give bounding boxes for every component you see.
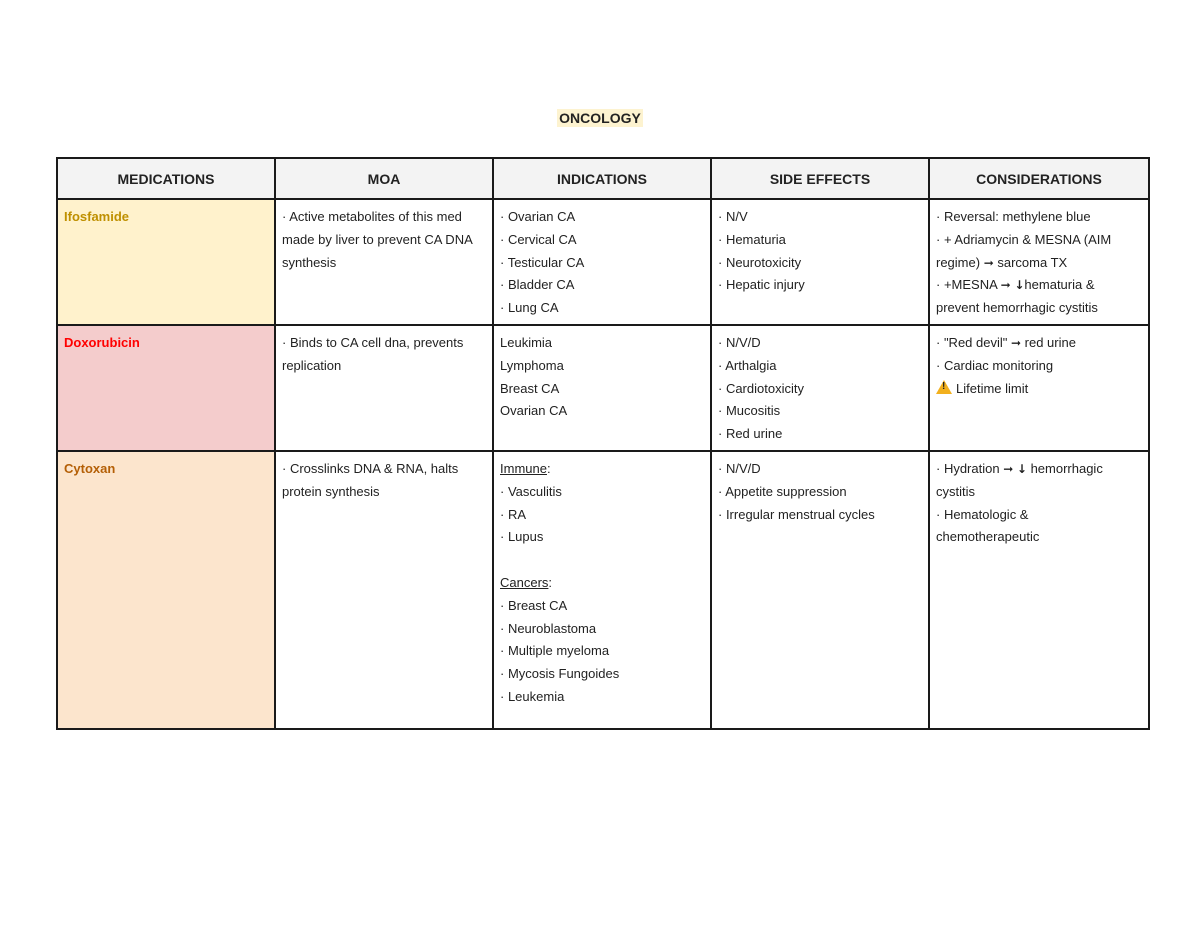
heading-colon: : xyxy=(546,460,551,476)
indication-item: · Vasculitis xyxy=(500,483,562,499)
indication-item: · Multiple myeloma xyxy=(500,643,610,659)
page-title: ONCOLOGY xyxy=(0,109,1200,127)
consideration-item: · Cardiac monitoring xyxy=(936,357,1054,373)
side-effect-item: · Mucositis xyxy=(718,403,781,419)
consideration-text: hemorrhagic xyxy=(1026,460,1103,476)
table-row-doxorubicin: Doxorubicin · Binds to CA cell dna, prev… xyxy=(56,323,1150,452)
side-effect-item: · Hematuria xyxy=(718,231,786,247)
indication-item: · Cervical CA xyxy=(500,231,577,247)
right-arrow-icon: ➞ xyxy=(1000,278,1011,293)
side-effect-item: · Irregular menstrual cycles xyxy=(718,506,875,522)
medication-cell-cytoxan: Cytoxan xyxy=(56,449,276,730)
consideration-item-continued: regime) ➞ sarcoma TX xyxy=(936,252,1142,275)
indication-item: · Leukemia xyxy=(500,688,565,704)
considerations-cell: · "Red devil" ➞ red urine · Cardiac moni… xyxy=(928,323,1150,452)
consideration-text: red urine xyxy=(1021,334,1076,350)
side-effects-cell: · N/V · Hematuria · Neurotoxicity · Hepa… xyxy=(710,198,930,326)
page-title-text: ONCOLOGY xyxy=(557,109,643,127)
consideration-item: · "Red devil" ➞ red urine xyxy=(936,332,1142,355)
header-side-effects: SIDE EFFECTS xyxy=(710,157,930,200)
header-medications: MEDICATIONS xyxy=(56,157,276,200)
moa-text: · Active metabolites of this med made by… xyxy=(282,209,473,270)
consideration-text: · "Red devil" xyxy=(936,334,1011,350)
side-effect-item: · Hepatic injury xyxy=(718,277,805,293)
header-indications: INDICATIONS xyxy=(492,157,712,200)
table-header-row: MEDICATIONS MOA INDICATIONS SIDE EFFECTS… xyxy=(56,157,1150,200)
down-arrow-icon: ↓ xyxy=(1014,278,1025,293)
side-effect-item: · N/V/D xyxy=(718,460,761,476)
consideration-text: · Hydration xyxy=(936,460,1004,476)
medication-name: Doxorubicin xyxy=(64,334,140,350)
immune-heading: Immune xyxy=(500,460,547,476)
indications-cell: · Ovarian CA · Cervical CA · Testicular … xyxy=(492,198,712,326)
indication-item: · RA xyxy=(500,506,526,522)
heading-colon: : xyxy=(548,574,553,590)
indication-item: Lymphoma xyxy=(500,357,564,373)
indication-item: Ovarian CA xyxy=(500,403,568,419)
down-arrow-icon: ↓ xyxy=(1016,461,1027,476)
moa-cell: · Binds to CA cell dna, prevents replica… xyxy=(274,323,494,452)
moa-cell: · Crosslinks DNA & RNA, halts protein sy… xyxy=(274,449,494,730)
header-considerations: CONSIDERATIONS xyxy=(928,157,1150,200)
side-effect-item: · Cardiotoxicity xyxy=(718,380,804,396)
warning-icon xyxy=(936,379,952,394)
indications-cell: Immune: · Vasculitis · RA · Lupus Cancer… xyxy=(492,449,712,730)
table-row-ifosfamide: Ifosfamide · Active metabolites of this … xyxy=(56,198,1150,326)
consideration-item: · Reversal: methylene blue xyxy=(936,209,1091,224)
consideration-item: · +MESNA ➞ ↓hematuria & xyxy=(936,274,1142,297)
table-row-cytoxan: Cytoxan · Crosslinks DNA & RNA, halts pr… xyxy=(56,449,1150,730)
considerations-cell: · Reversal: methylene blue · + Adriamyci… xyxy=(928,198,1150,326)
indication-item: · Breast CA xyxy=(500,597,568,613)
indication-item: Breast CA xyxy=(500,380,560,396)
indication-item: · Mycosis Fungoides xyxy=(500,666,620,682)
header-moa: MOA xyxy=(274,157,494,200)
right-arrow-icon: ➞ xyxy=(1003,461,1014,476)
medication-name: Ifosfamide xyxy=(64,209,130,224)
medication-cell-doxorubicin: Doxorubicin xyxy=(56,323,276,452)
right-arrow-icon: ➞ xyxy=(983,255,994,270)
consideration-item-continued: chemotherapeutic xyxy=(936,529,1040,545)
indication-item: · Lung CA xyxy=(500,300,559,316)
medication-cell-ifosfamide: Ifosfamide xyxy=(56,198,276,326)
indication-item: · Ovarian CA xyxy=(500,209,576,224)
consideration-item: · + Adriamycin & MESNA (AIM xyxy=(936,231,1112,247)
side-effect-item: · N/V/D xyxy=(718,334,761,350)
indication-group-heading: Cancers: xyxy=(500,572,704,595)
consideration-text: sarcoma TX xyxy=(993,254,1068,270)
indication-item: · Bladder CA xyxy=(500,277,575,293)
consideration-item-continued: cystitis xyxy=(936,483,975,499)
moa-cell: · Active metabolites of this med made by… xyxy=(274,198,494,326)
medication-table: MEDICATIONS MOA INDICATIONS SIDE EFFECTS… xyxy=(56,157,1150,730)
consideration-text: regime) xyxy=(936,254,984,270)
right-arrow-icon: ➞ xyxy=(1010,335,1022,350)
cancers-heading: Cancers xyxy=(500,574,549,590)
moa-text: · Crosslinks DNA & RNA, halts protein sy… xyxy=(282,460,459,499)
side-effects-cell: · N/V/D · Appetite suppression · Irregul… xyxy=(710,449,930,730)
moa-text: · Binds to CA cell dna, prevents replica… xyxy=(282,334,464,373)
medication-name: Cytoxan xyxy=(64,460,116,476)
considerations-cell: · Hydration ➞ ↓ hemorrhagic cystitis · H… xyxy=(928,449,1150,730)
indications-cell: Leukimia Lymphoma Breast CA Ovarian CA xyxy=(492,323,712,452)
consideration-item: Lifetime limit xyxy=(936,378,1142,401)
side-effect-item: · Red urine xyxy=(718,426,783,442)
spacer xyxy=(500,549,704,572)
side-effects-cell: · N/V/D · Arthalgia · Cardiotoxicity · M… xyxy=(710,323,930,452)
indication-item: · Neuroblastoma xyxy=(500,620,597,636)
side-effect-item: · N/V xyxy=(718,209,748,224)
indication-item: Leukimia xyxy=(500,334,553,350)
consideration-item: · Hydration ➞ ↓ hemorrhagic xyxy=(936,458,1142,481)
consideration-item-continued: prevent hemorrhagic cystitis xyxy=(936,300,1098,316)
indication-item: · Testicular CA xyxy=(500,254,585,270)
consideration-text: · +MESNA xyxy=(936,277,1001,293)
side-effect-item: · Neurotoxicity xyxy=(718,254,802,270)
consideration-item: · Hematologic & xyxy=(936,506,1029,522)
consideration-text: Lifetime limit xyxy=(956,380,1029,396)
consideration-text: hematuria & xyxy=(1024,277,1095,293)
indication-group-heading: Immune: xyxy=(500,458,704,481)
indication-item: · Lupus xyxy=(500,529,544,545)
side-effect-item: · Appetite suppression xyxy=(718,483,847,499)
side-effect-item: · Arthalgia xyxy=(718,357,777,373)
